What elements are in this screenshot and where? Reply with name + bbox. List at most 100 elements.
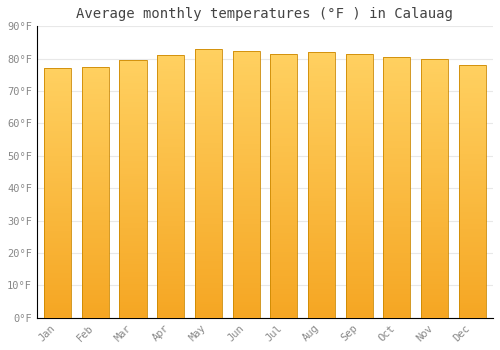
Bar <box>120 272 146 274</box>
Bar <box>421 79 448 82</box>
Bar <box>421 274 448 276</box>
Bar <box>421 155 448 157</box>
Bar <box>308 167 335 169</box>
Bar <box>44 288 71 290</box>
Bar <box>384 266 410 268</box>
Bar <box>157 58 184 61</box>
Bar <box>346 249 373 252</box>
Bar <box>120 295 146 297</box>
Bar <box>421 157 448 160</box>
Bar <box>384 182 410 185</box>
Bar <box>458 111 486 113</box>
Bar <box>120 204 146 207</box>
Bar <box>308 116 335 119</box>
Bar <box>308 310 335 313</box>
Bar <box>421 72 448 74</box>
Bar <box>308 251 335 254</box>
Bar <box>421 95 448 98</box>
Bar <box>308 225 335 228</box>
Bar <box>458 151 486 154</box>
Bar <box>458 65 486 318</box>
Bar <box>458 239 486 242</box>
Bar <box>458 131 486 133</box>
Bar <box>270 138 297 141</box>
Bar <box>82 122 109 125</box>
Bar <box>458 103 486 106</box>
Bar <box>384 70 410 73</box>
Bar <box>421 149 448 152</box>
Bar <box>384 237 410 240</box>
Bar <box>157 268 184 271</box>
Bar <box>458 255 486 257</box>
Bar <box>157 155 184 158</box>
Bar <box>270 292 297 294</box>
Bar <box>384 258 410 260</box>
Bar <box>157 174 184 176</box>
Bar <box>458 229 486 232</box>
Bar <box>232 294 260 296</box>
Bar <box>270 210 297 212</box>
Bar <box>232 128 260 131</box>
Bar <box>82 300 109 303</box>
Bar <box>44 91 71 93</box>
Bar <box>120 130 146 132</box>
Bar <box>346 91 373 93</box>
Bar <box>120 76 146 78</box>
Bar <box>458 298 486 300</box>
Bar <box>458 169 486 171</box>
Bar <box>120 187 146 189</box>
Bar <box>82 125 109 127</box>
Bar <box>384 62 410 65</box>
Bar <box>120 168 146 171</box>
Bar <box>308 196 335 198</box>
Bar <box>195 170 222 173</box>
Bar <box>232 208 260 211</box>
Bar <box>195 267 222 270</box>
Bar <box>195 313 222 315</box>
Bar <box>232 238 260 240</box>
Bar <box>458 245 486 247</box>
Bar <box>458 247 486 250</box>
Bar <box>270 128 297 131</box>
Bar <box>308 275 335 278</box>
Bar <box>270 102 297 104</box>
Bar <box>44 188 71 191</box>
Bar <box>195 127 222 130</box>
Bar <box>384 211 410 213</box>
Bar <box>458 73 486 75</box>
Bar <box>82 195 109 197</box>
Bar <box>421 222 448 225</box>
Bar <box>458 106 486 108</box>
Bar <box>346 59 373 62</box>
Bar <box>195 197 222 199</box>
Bar <box>195 154 222 156</box>
Bar <box>195 76 222 78</box>
Bar <box>82 268 109 270</box>
Bar <box>82 293 109 295</box>
Bar <box>384 167 410 169</box>
Bar <box>384 214 410 216</box>
Bar <box>82 94 109 97</box>
Bar <box>44 103 71 106</box>
Bar <box>421 66 448 69</box>
Bar <box>157 181 184 184</box>
Bar <box>308 219 335 222</box>
Bar <box>120 287 146 289</box>
Bar <box>82 228 109 230</box>
Bar <box>232 310 260 313</box>
Bar <box>232 214 260 216</box>
Bar <box>120 120 146 122</box>
Bar <box>346 120 373 122</box>
Bar <box>308 270 335 273</box>
Bar <box>232 155 260 158</box>
Bar <box>232 166 260 168</box>
Bar <box>82 134 109 137</box>
Bar <box>157 265 184 268</box>
Bar <box>120 84 146 86</box>
Bar <box>458 285 486 288</box>
Bar <box>458 171 486 174</box>
Bar <box>44 133 71 136</box>
Bar <box>44 156 71 158</box>
Bar <box>346 117 373 120</box>
Bar <box>458 184 486 187</box>
